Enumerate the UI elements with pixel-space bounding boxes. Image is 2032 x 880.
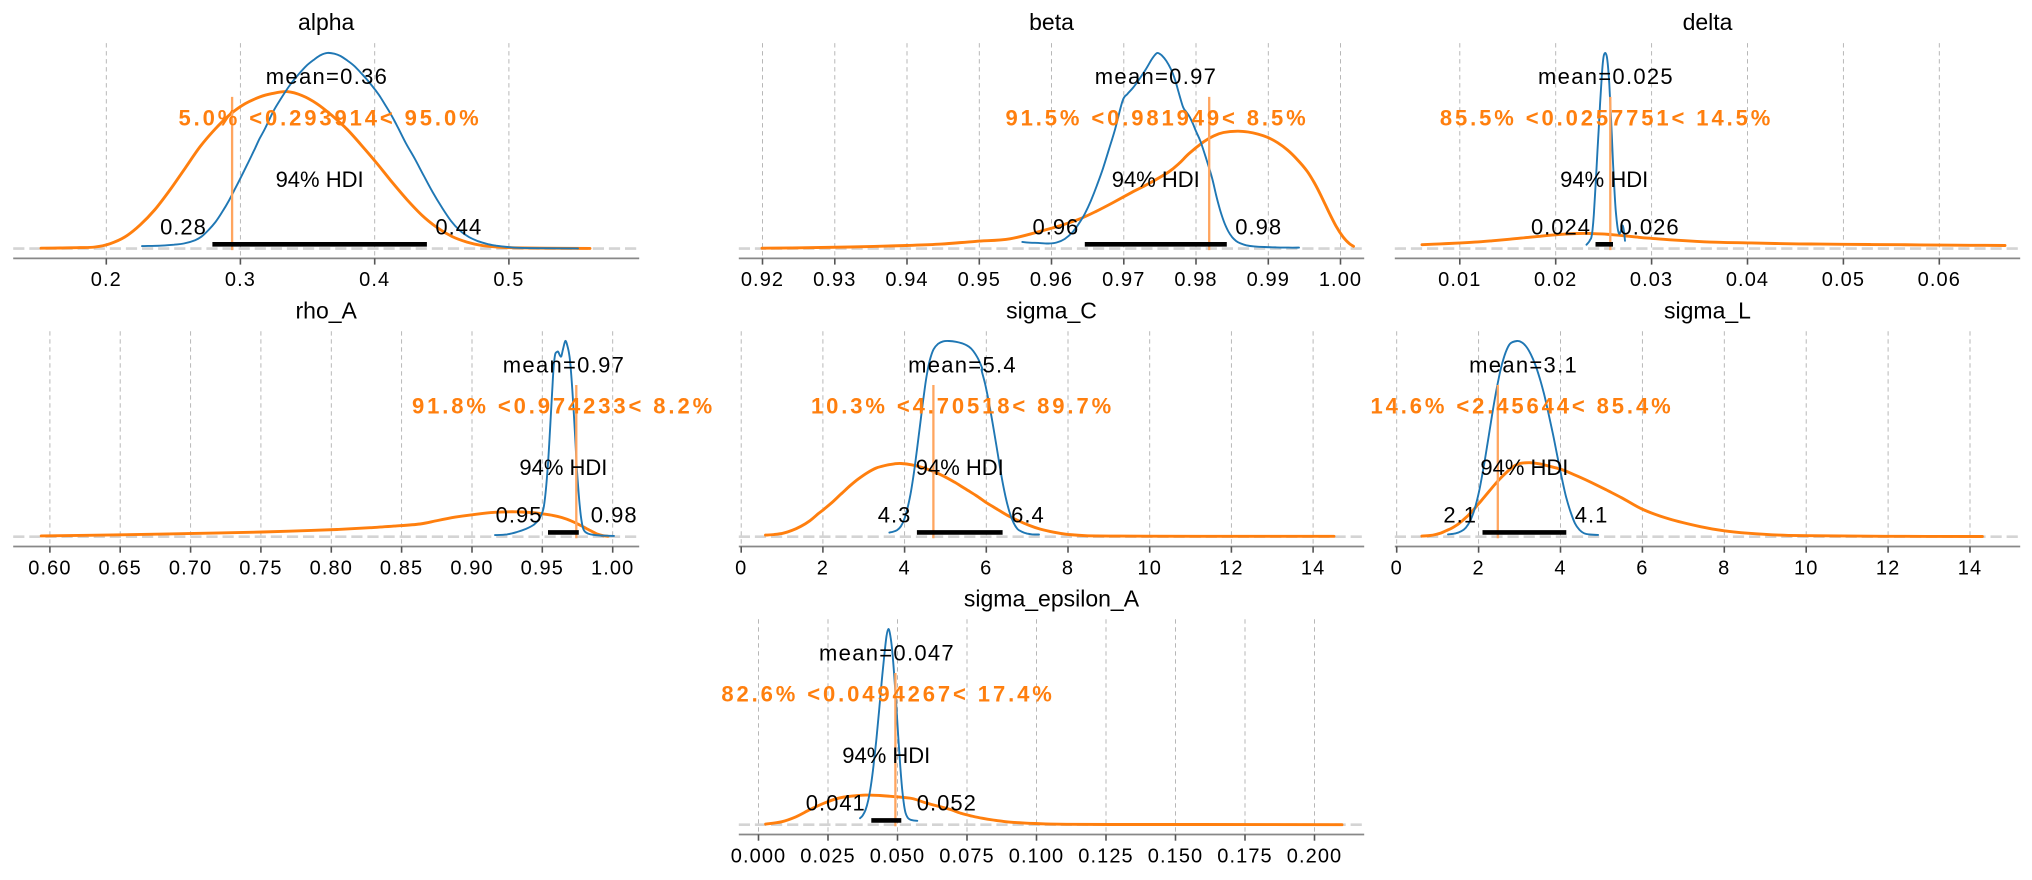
svg-text:10.3% <4.70518< 89.7%: 10.3% <4.70518< 89.7%: [811, 393, 1114, 418]
svg-text:94% HDI: 94% HDI: [1560, 167, 1648, 192]
svg-text:0.052: 0.052: [917, 790, 977, 815]
svg-text:2.1: 2.1: [1443, 502, 1477, 527]
svg-text:94% HDI: 94% HDI: [519, 455, 607, 480]
svg-text:10: 10: [1794, 557, 1818, 579]
svg-text:82.6% <0.0494267< 17.4%: 82.6% <0.0494267< 17.4%: [721, 681, 1054, 706]
svg-text:0.02: 0.02: [1534, 269, 1577, 291]
svg-text:0.80: 0.80: [310, 557, 353, 579]
svg-text:1.00: 1.00: [1319, 269, 1362, 291]
svg-text:0.05: 0.05: [1822, 269, 1865, 291]
svg-text:1.00: 1.00: [591, 557, 634, 579]
svg-text:0.95: 0.95: [496, 502, 543, 527]
svg-text:0.90: 0.90: [450, 557, 493, 579]
svg-text:4: 4: [898, 557, 910, 579]
svg-text:0: 0: [735, 557, 747, 579]
svg-text:0.28: 0.28: [160, 214, 207, 239]
svg-text:mean=0.97: mean=0.97: [503, 352, 625, 377]
svg-text:85.5% <0.0257751< 14.5%: 85.5% <0.0257751< 14.5%: [1440, 105, 1773, 130]
svg-text:0.01: 0.01: [1438, 269, 1481, 291]
svg-text:0.175: 0.175: [1217, 845, 1273, 867]
svg-text:6.4: 6.4: [1011, 502, 1045, 527]
svg-text:4.3: 4.3: [878, 502, 912, 527]
svg-text:0.94: 0.94: [885, 269, 928, 291]
svg-text:0.06: 0.06: [1918, 269, 1961, 291]
svg-text:0.050: 0.050: [870, 845, 926, 867]
svg-text:0.03: 0.03: [1630, 269, 1673, 291]
svg-text:mean=3.1: mean=3.1: [1469, 352, 1578, 377]
svg-text:94% HDI: 94% HDI: [1480, 455, 1568, 480]
svg-text:0.99: 0.99: [1247, 269, 1290, 291]
svg-text:mean=0.97: mean=0.97: [1095, 64, 1217, 89]
svg-text:0.96: 0.96: [1030, 269, 1073, 291]
svg-text:mean=0.36: mean=0.36: [266, 64, 388, 89]
svg-text:delta: delta: [1683, 9, 1733, 35]
svg-text:8: 8: [1718, 557, 1730, 579]
svg-text:91.8% <0.974233< 8.2%: 91.8% <0.974233< 8.2%: [412, 393, 715, 418]
svg-text:4.1: 4.1: [1575, 502, 1609, 527]
svg-text:0.98: 0.98: [1235, 214, 1282, 239]
svg-text:0: 0: [1391, 557, 1403, 579]
svg-text:0.4: 0.4: [359, 269, 390, 291]
svg-text:0.75: 0.75: [239, 557, 282, 579]
svg-text:0.95: 0.95: [958, 269, 1001, 291]
svg-text:10: 10: [1137, 557, 1161, 579]
svg-text:sigma_epsilon_A: sigma_epsilon_A: [964, 585, 1140, 611]
svg-text:beta: beta: [1029, 9, 1074, 35]
svg-text:0.95: 0.95: [521, 557, 564, 579]
svg-text:0.65: 0.65: [99, 557, 142, 579]
svg-text:sigma_C: sigma_C: [1006, 297, 1097, 323]
svg-text:4: 4: [1554, 557, 1566, 579]
svg-text:94% HDI: 94% HDI: [1112, 167, 1200, 192]
svg-text:mean=5.4: mean=5.4: [908, 352, 1017, 377]
svg-text:12: 12: [1876, 557, 1900, 579]
svg-text:5.0% <0.293914< 95.0%: 5.0% <0.293914< 95.0%: [178, 105, 481, 130]
svg-text:alpha: alpha: [298, 9, 354, 35]
svg-text:2: 2: [1472, 557, 1484, 579]
svg-text:94% HDI: 94% HDI: [916, 455, 1004, 480]
svg-text:91.5% <0.981949< 8.5%: 91.5% <0.981949< 8.5%: [1005, 105, 1308, 130]
svg-text:6: 6: [980, 557, 992, 579]
svg-text:0.200: 0.200: [1287, 845, 1343, 867]
svg-text:0.96: 0.96: [1032, 214, 1079, 239]
svg-text:0.125: 0.125: [1078, 845, 1134, 867]
svg-text:mean=0.047: mean=0.047: [819, 640, 955, 665]
svg-text:94% HDI: 94% HDI: [842, 743, 930, 768]
svg-text:8: 8: [1062, 557, 1074, 579]
svg-text:0.024: 0.024: [1531, 214, 1591, 239]
svg-text:0.70: 0.70: [169, 557, 212, 579]
svg-text:0.93: 0.93: [813, 269, 856, 291]
svg-text:6: 6: [1636, 557, 1648, 579]
svg-text:rho_A: rho_A: [296, 297, 358, 323]
svg-text:mean=0.025: mean=0.025: [1538, 64, 1674, 89]
svg-text:0.2: 0.2: [91, 269, 122, 291]
svg-text:sigma_L: sigma_L: [1664, 297, 1751, 323]
svg-text:0.100: 0.100: [1009, 845, 1065, 867]
svg-text:0.3: 0.3: [225, 269, 256, 291]
svg-text:94% HDI: 94% HDI: [276, 167, 364, 192]
svg-text:0.85: 0.85: [380, 557, 423, 579]
svg-text:0.04: 0.04: [1726, 269, 1769, 291]
svg-text:0.92: 0.92: [741, 269, 784, 291]
svg-text:0.026: 0.026: [1620, 214, 1680, 239]
svg-text:0.000: 0.000: [731, 845, 787, 867]
svg-text:0.150: 0.150: [1148, 845, 1204, 867]
svg-text:14.6% <2.45644< 85.4%: 14.6% <2.45644< 85.4%: [1370, 393, 1673, 418]
svg-text:2: 2: [817, 557, 829, 579]
svg-text:0.075: 0.075: [939, 845, 995, 867]
svg-text:0.44: 0.44: [435, 214, 482, 239]
svg-text:14: 14: [1958, 557, 1982, 579]
svg-text:0.98: 0.98: [1174, 269, 1217, 291]
svg-text:0.98: 0.98: [591, 502, 638, 527]
svg-text:0.041: 0.041: [806, 790, 866, 815]
svg-text:0.5: 0.5: [493, 269, 524, 291]
svg-text:0.97: 0.97: [1102, 269, 1145, 291]
svg-text:12: 12: [1219, 557, 1243, 579]
svg-text:0.60: 0.60: [28, 557, 71, 579]
svg-text:0.025: 0.025: [800, 845, 856, 867]
svg-text:14: 14: [1301, 557, 1325, 579]
